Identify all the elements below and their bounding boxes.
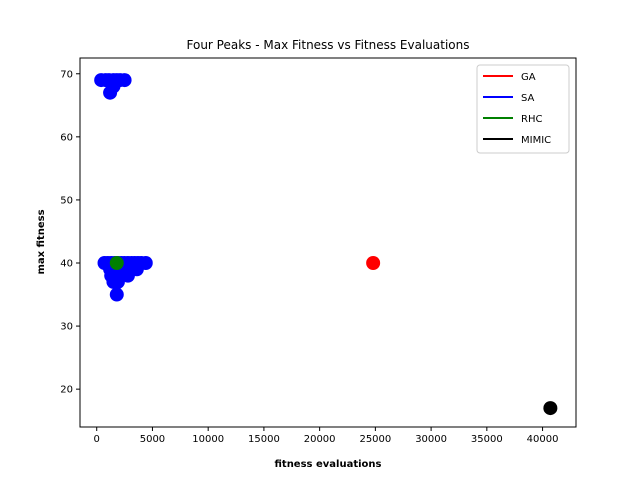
series-mimic: [543, 401, 558, 416]
y-axis-label: max fitness: [36, 209, 47, 274]
x-tick-label: 20000: [304, 434, 336, 445]
chart-title: Four Peaks - Max Fitness vs Fitness Eval…: [187, 38, 470, 52]
data-point-ga: [366, 256, 381, 270]
data-point-sa: [110, 274, 125, 289]
legend-label: GA: [521, 72, 536, 83]
legend-label: MIMIC: [521, 135, 551, 146]
data-point-rhc: [109, 256, 124, 270]
legend-box: [476, 64, 570, 154]
y-tick-label: 20: [60, 385, 73, 396]
data-point-mimic: [543, 401, 558, 416]
x-axis-label: fitness evaluations: [275, 459, 382, 470]
y-tick-label: 30: [60, 322, 73, 333]
data-points: [94, 73, 558, 416]
data-point-sa: [106, 79, 121, 94]
plot-frame: [79, 57, 577, 428]
data-point-sa: [109, 287, 124, 302]
y-axis-ticks: 20 30 40 50 60 70: [60, 69, 80, 396]
legend-label: RHC: [521, 114, 542, 125]
x-tick-label: 5000: [140, 434, 165, 445]
y-tick-label: 50: [60, 195, 73, 206]
x-tick-label: 25000: [359, 434, 391, 445]
legend: GA SA RHC MIMIC: [476, 64, 570, 154]
x-tick-label: 0: [94, 434, 100, 445]
x-tick-label: 10000: [192, 434, 224, 445]
series-rhc: [109, 256, 124, 270]
data-point-sa: [117, 73, 132, 88]
series-sa: [94, 73, 153, 302]
data-point-sa: [120, 268, 135, 283]
y-tick-label: 70: [60, 69, 73, 80]
x-tick-label: 35000: [471, 434, 503, 445]
x-tick-label: 15000: [248, 434, 280, 445]
x-tick-label: 30000: [415, 434, 447, 445]
legend-label: SA: [521, 93, 535, 104]
y-tick-label: 60: [60, 132, 73, 143]
y-tick-label: 40: [60, 259, 73, 270]
x-tick-label: 40000: [527, 434, 559, 445]
series-ga: [366, 256, 381, 270]
x-axis-ticks: 0 5000 10000 15000 20000 25000 30000 35000 40000: [94, 427, 559, 445]
